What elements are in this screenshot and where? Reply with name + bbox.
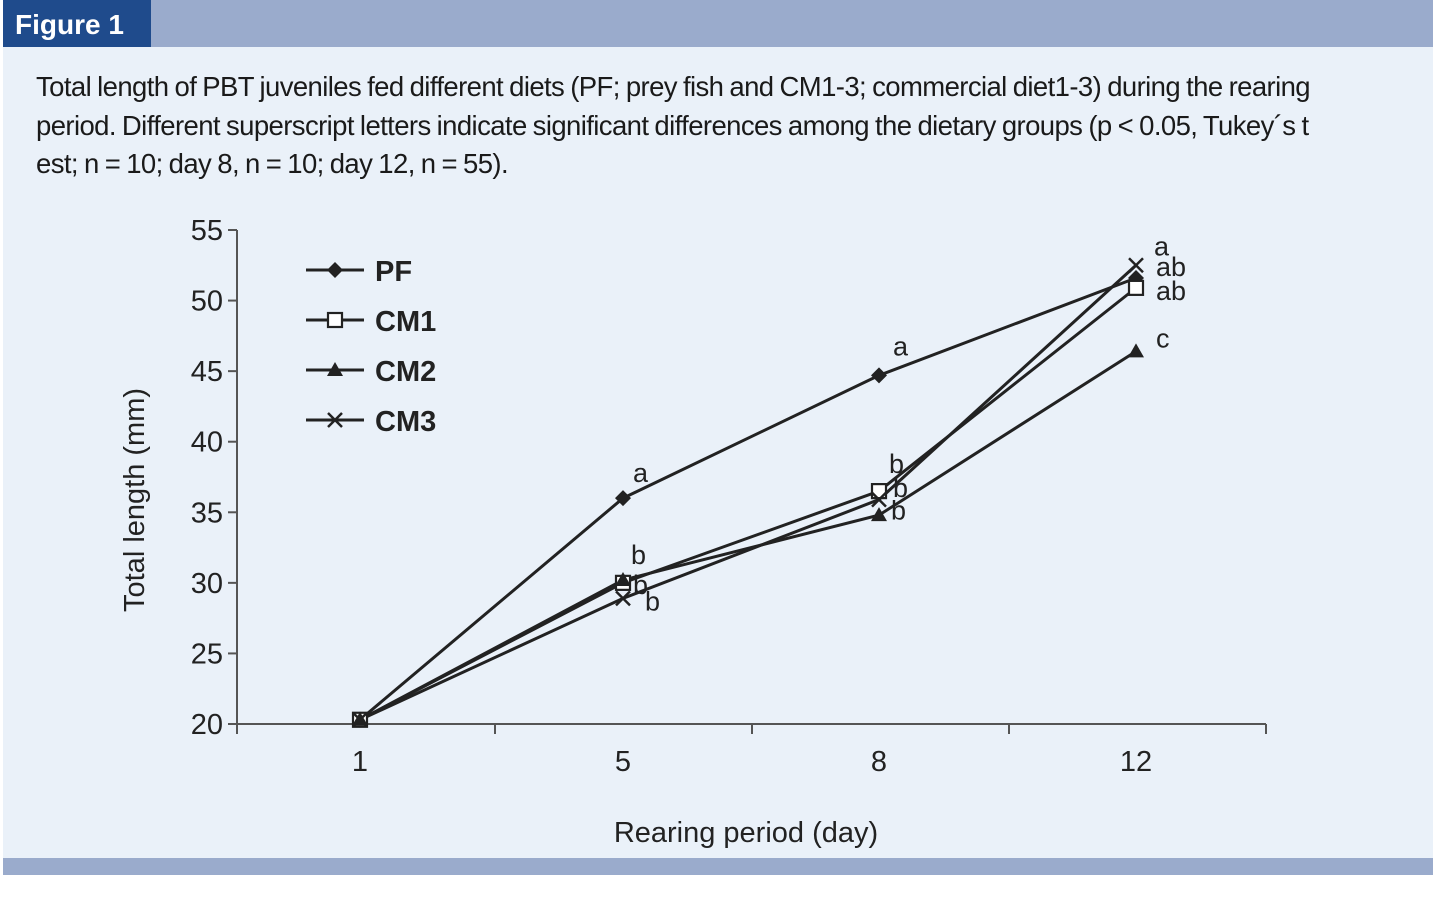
point-pf-8 — [871, 367, 887, 384]
sig-label-pf-12: ab — [1156, 252, 1186, 282]
series-line-pf — [359, 276, 1137, 721]
point-cm3-8 — [871, 491, 887, 508]
series-line-cm3 — [359, 264, 1138, 722]
sig-label-cm2-12: c — [1156, 323, 1170, 353]
point-cm2-12 — [1128, 343, 1144, 358]
y-tick-label: 30 — [191, 568, 223, 600]
legend-marker-cm2 — [327, 362, 343, 376]
chart-axes: 20 25 30 35 40 45 50 55 1 5 8 12 Rearing period (day… — [119, 215, 1267, 849]
point-pf-5 — [615, 490, 631, 507]
x-tick-label: 12 — [1120, 746, 1152, 778]
legend-label: CM3 — [375, 406, 436, 438]
point-cm3-1 — [352, 711, 368, 728]
sig-label-cm3-5: b — [645, 586, 660, 616]
legend-label: PF — [375, 256, 412, 288]
y-tick-label: 55 — [191, 215, 223, 247]
sig-label-cm2-5: b — [633, 570, 648, 600]
sig-label-cm3-8: b — [891, 496, 906, 526]
figure-panel: Figure 1 Total length of PBT juveniles f… — [3, 0, 1433, 875]
sig-label-cm1-8: b — [889, 449, 904, 479]
sig-label-cm1-12: ab — [1156, 276, 1186, 306]
legend-item-cm3: CM3 — [306, 406, 436, 438]
y-tick-label: 45 — [191, 356, 223, 388]
series-line-cm1 — [359, 286, 1137, 722]
y-tick-label: 35 — [191, 497, 223, 529]
legend-label: CM2 — [375, 356, 436, 388]
legend-item-cm1: CM1 — [306, 306, 436, 338]
point-cm1-12 — [1127, 279, 1145, 296]
sig-label-pf-5: a — [633, 458, 649, 488]
figure-label: Figure 1 — [3, 0, 151, 47]
point-cm3-5 — [615, 590, 631, 607]
legend-marker-cm3 — [327, 412, 343, 428]
y-tick-label: 50 — [191, 286, 223, 318]
sig-label-cm3-12: a — [1154, 231, 1170, 261]
sig-label-cm2-8: b — [893, 473, 908, 503]
y-tick-label: 20 — [191, 709, 223, 741]
legend-item-cm2: CM2 — [306, 356, 436, 388]
legend-item-pf: PF — [306, 256, 412, 288]
legend-label: CM1 — [375, 306, 436, 338]
x-tick-label: 1 — [352, 746, 368, 778]
y-axis-title: Total length (mm) — [119, 388, 151, 612]
y-tick-label: 25 — [191, 638, 223, 670]
figure-footer-band — [3, 858, 1433, 875]
x-axis-title: Rearing period (day) — [614, 817, 878, 849]
chart-legend: PF CM1 CM2 CM3 — [306, 256, 436, 438]
y-tick-label: 40 — [191, 427, 223, 459]
series-markers — [351, 257, 1145, 728]
point-cm2-5 — [615, 572, 631, 587]
x-tick-label: 5 — [615, 746, 631, 778]
sig-label-cm1-5: b — [631, 540, 646, 570]
series-lines — [359, 264, 1138, 722]
point-cm2-8 — [871, 507, 887, 522]
figure-header-band — [3, 0, 1433, 47]
figure-caption: Total length of PBT juveniles fed differ… — [36, 71, 1311, 179]
sig-label-pf-8: a — [893, 331, 909, 361]
legend-marker-pf — [327, 262, 343, 278]
point-cm3-12 — [1128, 257, 1144, 274]
legend-marker-cm1 — [326, 311, 344, 329]
x-tick-label: 8 — [871, 746, 887, 778]
